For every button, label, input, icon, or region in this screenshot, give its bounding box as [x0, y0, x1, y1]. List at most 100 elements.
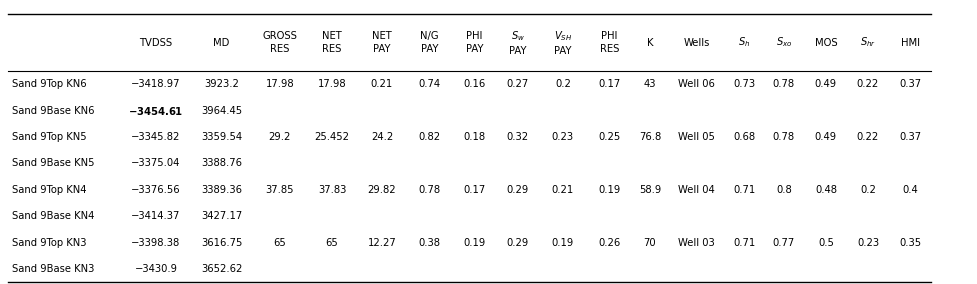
Text: −3345.82: −3345.82	[131, 132, 181, 142]
Text: 25.452: 25.452	[315, 132, 349, 142]
Text: 76.8: 76.8	[638, 132, 660, 142]
Text: 0.22: 0.22	[856, 132, 878, 142]
Text: 0.29: 0.29	[506, 238, 529, 248]
Text: Sand 9Base KN5: Sand 9Base KN5	[12, 158, 94, 168]
Text: K: K	[646, 37, 653, 48]
Text: −3375.04: −3375.04	[131, 158, 181, 168]
Text: 3923.2: 3923.2	[204, 79, 238, 89]
Text: 0.38: 0.38	[418, 238, 440, 248]
Text: −3418.97: −3418.97	[131, 79, 181, 89]
Text: NET
RES: NET RES	[321, 31, 342, 54]
Text: 0.25: 0.25	[598, 132, 619, 142]
Text: Well 04: Well 04	[678, 185, 714, 195]
Text: 0.23: 0.23	[551, 132, 573, 142]
Text: 0.18: 0.18	[463, 132, 485, 142]
Text: 0.78: 0.78	[772, 79, 794, 89]
Text: 0.17: 0.17	[463, 185, 485, 195]
Text: PHI
PAY: PHI PAY	[465, 31, 483, 54]
Text: 0.5: 0.5	[817, 238, 833, 248]
Text: 0.82: 0.82	[418, 132, 440, 142]
Text: 12.27: 12.27	[367, 238, 396, 248]
Text: $S_{xo}$: $S_{xo}$	[775, 36, 791, 49]
Text: MD: MD	[213, 37, 230, 48]
Text: 3616.75: 3616.75	[200, 238, 242, 248]
Text: −3414.37: −3414.37	[131, 211, 181, 221]
Text: 3964.45: 3964.45	[200, 106, 242, 116]
Text: 0.21: 0.21	[370, 79, 393, 89]
Text: 0.73: 0.73	[733, 79, 754, 89]
Text: 0.37: 0.37	[898, 132, 920, 142]
Text: 0.16: 0.16	[463, 79, 485, 89]
Text: 0.78: 0.78	[772, 132, 794, 142]
Text: Well 03: Well 03	[678, 238, 714, 248]
Text: 0.35: 0.35	[898, 238, 920, 248]
Text: TVDSS: TVDSS	[140, 37, 172, 48]
Text: 37.85: 37.85	[265, 185, 294, 195]
Text: 0.71: 0.71	[733, 238, 754, 248]
Text: 0.19: 0.19	[598, 185, 619, 195]
Text: GROSS
RES: GROSS RES	[262, 31, 297, 54]
Text: 0.71: 0.71	[733, 185, 754, 195]
Text: Sand 9Top KN3: Sand 9Top KN3	[12, 238, 86, 248]
Text: 0.78: 0.78	[418, 185, 440, 195]
Text: 0.48: 0.48	[814, 185, 836, 195]
Text: N/G
PAY: N/G PAY	[419, 31, 439, 54]
Text: NET
PAY: NET PAY	[371, 31, 392, 54]
Text: 0.32: 0.32	[506, 132, 529, 142]
Text: 0.27: 0.27	[506, 79, 529, 89]
Text: 37.83: 37.83	[318, 185, 346, 195]
Text: −3398.38: −3398.38	[131, 238, 181, 248]
Text: 0.23: 0.23	[856, 238, 878, 248]
Text: 43: 43	[643, 79, 656, 89]
Text: $\mathbf{-3454.61}$: $\mathbf{-3454.61}$	[128, 105, 184, 117]
Text: PHI
RES: PHI RES	[599, 31, 618, 54]
Text: 58.9: 58.9	[638, 185, 660, 195]
Text: 3359.54: 3359.54	[200, 132, 242, 142]
Text: 0.74: 0.74	[418, 79, 440, 89]
Text: −3430.9: −3430.9	[135, 264, 177, 274]
Text: 3427.17: 3427.17	[200, 211, 242, 221]
Text: Sand 9Top KN6: Sand 9Top KN6	[12, 79, 86, 89]
Text: $S_h$: $S_h$	[738, 36, 749, 49]
Text: Well 05: Well 05	[678, 132, 714, 142]
Text: 65: 65	[273, 238, 286, 248]
Text: HMI: HMI	[900, 37, 918, 48]
Text: 3388.76: 3388.76	[201, 158, 241, 168]
Text: 0.2: 0.2	[554, 79, 571, 89]
Text: 0.21: 0.21	[551, 185, 573, 195]
Text: Sand 9Top KN4: Sand 9Top KN4	[12, 185, 86, 195]
Text: 24.2: 24.2	[370, 132, 393, 142]
Text: 29.82: 29.82	[367, 185, 396, 195]
Text: 0.19: 0.19	[463, 238, 485, 248]
Text: 0.26: 0.26	[598, 238, 619, 248]
Text: 0.49: 0.49	[814, 79, 836, 89]
Text: 0.68: 0.68	[733, 132, 754, 142]
Text: Sand 9Top KN5: Sand 9Top KN5	[12, 132, 86, 142]
Text: Sand 9Base KN3: Sand 9Base KN3	[12, 264, 94, 274]
Text: 3652.62: 3652.62	[200, 264, 242, 274]
Text: Wells: Wells	[683, 37, 709, 48]
Text: 0.77: 0.77	[772, 238, 794, 248]
Text: 0.4: 0.4	[901, 185, 917, 195]
Text: 0.8: 0.8	[775, 185, 791, 195]
Text: 3389.36: 3389.36	[201, 185, 241, 195]
Text: 17.98: 17.98	[318, 79, 346, 89]
Text: 17.98: 17.98	[265, 79, 294, 89]
Text: 29.2: 29.2	[269, 132, 290, 142]
Text: 0.2: 0.2	[859, 185, 875, 195]
Text: 0.29: 0.29	[506, 185, 529, 195]
Text: 0.49: 0.49	[814, 132, 836, 142]
Text: 0.17: 0.17	[598, 79, 619, 89]
Text: 0.37: 0.37	[898, 79, 920, 89]
Text: $S_{hr}$: $S_{hr}$	[859, 36, 875, 49]
Text: 65: 65	[325, 238, 338, 248]
Text: Sand 9Base KN4: Sand 9Base KN4	[12, 211, 94, 221]
Text: 0.19: 0.19	[551, 238, 573, 248]
Text: $S_w$
PAY: $S_w$ PAY	[509, 29, 526, 56]
Text: MOS: MOS	[814, 37, 836, 48]
Text: $V_{SH}$
PAY: $V_{SH}$ PAY	[553, 29, 572, 56]
Text: 0.22: 0.22	[856, 79, 878, 89]
Text: −3376.56: −3376.56	[131, 185, 181, 195]
Text: 70: 70	[643, 238, 656, 248]
Text: Sand 9Base KN6: Sand 9Base KN6	[12, 106, 94, 116]
